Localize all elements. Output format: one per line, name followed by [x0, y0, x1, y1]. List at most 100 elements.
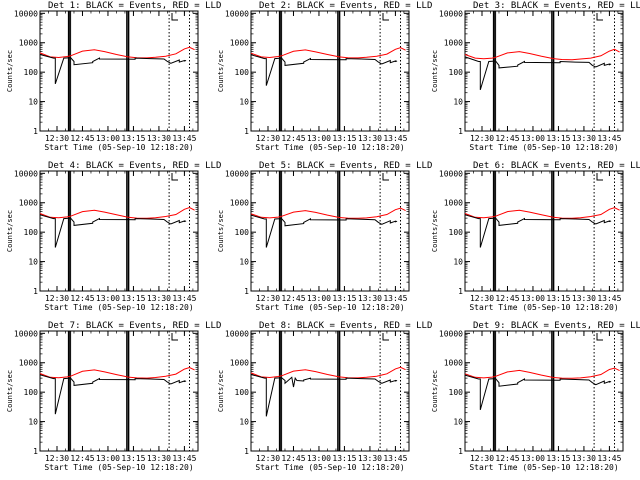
y-tick-label: 1	[33, 127, 38, 136]
plot-marker-glyph	[382, 333, 389, 341]
y-tick-label: 100	[449, 388, 464, 397]
x-tick-label: 12:30	[470, 454, 494, 463]
detector-panel: Det 1: BLACK = Events, RED = LLD 1 10 100 10…	[6, 1, 221, 152]
x-tick-label: 12:45	[281, 454, 305, 463]
y-tick-label: 100	[449, 228, 464, 237]
x-tick-label: 13:30	[358, 454, 382, 463]
lld-series-line	[464, 367, 620, 379]
x-tick-label: 12:45	[495, 454, 519, 463]
events-series-line	[250, 374, 398, 417]
y-axis-label: Counts/sec	[6, 370, 14, 412]
x-tick-label: 12:30	[45, 454, 69, 463]
y-axis-label: Counts/sec	[217, 210, 225, 252]
y-tick-label: 1	[244, 447, 249, 456]
x-tick-label: 13:15	[546, 134, 570, 143]
y-tick-label: 10	[453, 258, 463, 267]
y-tick-label: 10	[239, 258, 249, 267]
plot-frame	[464, 10, 624, 132]
y-axis-label: Counts/sec	[431, 370, 439, 412]
detector-panel: Det 3: BLACK = Events, RED = LLD 1 10 100 10…	[431, 1, 640, 152]
y-tick-label: 1000	[19, 39, 38, 48]
x-tick-label: 13:30	[147, 134, 171, 143]
y-tick-label: 10	[453, 98, 463, 107]
x-tick-label: 12:45	[281, 134, 305, 143]
plot-marker-glyph	[171, 333, 178, 341]
x-tick-label: 13:00	[521, 294, 545, 303]
plot-frame	[250, 10, 410, 132]
x-tick-label: 13:30	[572, 294, 596, 303]
events-series-line	[39, 214, 187, 248]
lld-series-line	[464, 48, 620, 61]
y-tick-label: 1000	[444, 39, 463, 48]
events-series-line	[39, 54, 187, 85]
y-tick-label: 10000	[225, 9, 249, 18]
lld-series-line	[39, 46, 195, 59]
panel-title: Det 2: BLACK = Events, RED = LLD	[259, 1, 432, 11]
y-tick-label: 10000	[14, 329, 38, 338]
y-tick-label: 1000	[230, 199, 249, 208]
plot-marker-glyph	[596, 13, 603, 21]
x-axis-label: Start Time (05-Sep-10 12:18:20)	[44, 463, 193, 472]
plot-marker-glyph	[382, 13, 389, 21]
x-tick-label: 13:00	[96, 454, 120, 463]
panel-title: Det 6: BLACK = Events, RED = LLD	[473, 161, 640, 171]
x-tick-label: 13:00	[96, 134, 120, 143]
x-tick-label: 13:45	[597, 134, 621, 143]
panel-title: Det 4: BLACK = Events, RED = LLD	[48, 161, 221, 171]
x-tick-label: 13:45	[383, 294, 407, 303]
x-tick-label: 13:30	[572, 134, 596, 143]
plot-marker-glyph	[596, 333, 603, 341]
plot-marker-glyph	[171, 13, 178, 21]
x-tick-label: 13:00	[96, 294, 120, 303]
panel-title: Det 8: BLACK = Events, RED = LLD	[259, 321, 432, 331]
plot-frame	[250, 170, 410, 292]
panel-title: Det 1: BLACK = Events, RED = LLD	[48, 1, 221, 11]
x-tick-label: 13:15	[546, 454, 570, 463]
lld-series-line	[39, 206, 195, 219]
y-tick-label: 100	[449, 68, 464, 77]
x-tick-label: 12:45	[495, 294, 519, 303]
y-tick-label: 1000	[19, 199, 38, 208]
y-tick-label: 1	[33, 447, 38, 456]
x-tick-label: 13:15	[332, 454, 356, 463]
events-series-line	[39, 374, 187, 415]
y-tick-label: 100	[235, 228, 250, 237]
plot-marker-glyph	[382, 173, 389, 181]
events-series-line	[464, 374, 612, 411]
x-tick-label: 13:30	[147, 454, 171, 463]
y-axis-label: Counts/sec	[6, 210, 14, 252]
events-series-line	[250, 54, 398, 86]
y-tick-label: 10000	[225, 169, 249, 178]
y-tick-label: 10	[239, 418, 249, 427]
y-tick-label: 1000	[230, 359, 249, 368]
x-tick-label: 13:00	[307, 294, 331, 303]
x-axis-label: Start Time (05-Sep-10 12:18:20)	[255, 463, 404, 472]
plot-frame	[464, 330, 624, 452]
y-tick-label: 100	[235, 68, 250, 77]
x-axis-label: Start Time (05-Sep-10 12:18:20)	[44, 143, 193, 152]
y-tick-label: 100	[24, 68, 39, 77]
x-tick-label: 12:45	[281, 294, 305, 303]
x-tick-label: 13:00	[521, 134, 545, 143]
y-tick-label: 100	[24, 388, 39, 397]
x-tick-label: 13:15	[121, 294, 145, 303]
y-tick-label: 100	[24, 228, 39, 237]
x-axis-label: Start Time (05-Sep-10 12:18:20)	[469, 463, 618, 472]
y-tick-label: 10	[453, 418, 463, 427]
x-tick-label: 13:45	[383, 454, 407, 463]
x-axis-label: Start Time (05-Sep-10 12:18:20)	[44, 303, 193, 312]
y-tick-label: 10000	[14, 169, 38, 178]
plot-frame	[250, 330, 410, 452]
x-tick-label: 13:00	[307, 134, 331, 143]
y-tick-label: 10	[239, 98, 249, 107]
x-tick-label: 13:30	[358, 134, 382, 143]
x-tick-label: 12:30	[256, 294, 280, 303]
y-tick-label: 100	[235, 388, 250, 397]
y-tick-label: 1	[458, 447, 463, 456]
x-tick-label: 12:30	[45, 134, 69, 143]
y-axis-label: Counts/sec	[6, 50, 14, 92]
lld-series-line	[464, 207, 620, 219]
y-tick-label: 1	[244, 127, 249, 136]
detector-panel: Det 9: BLACK = Events, RED = LLD 1 10 100 10…	[431, 321, 640, 472]
x-tick-label: 13:45	[172, 294, 196, 303]
